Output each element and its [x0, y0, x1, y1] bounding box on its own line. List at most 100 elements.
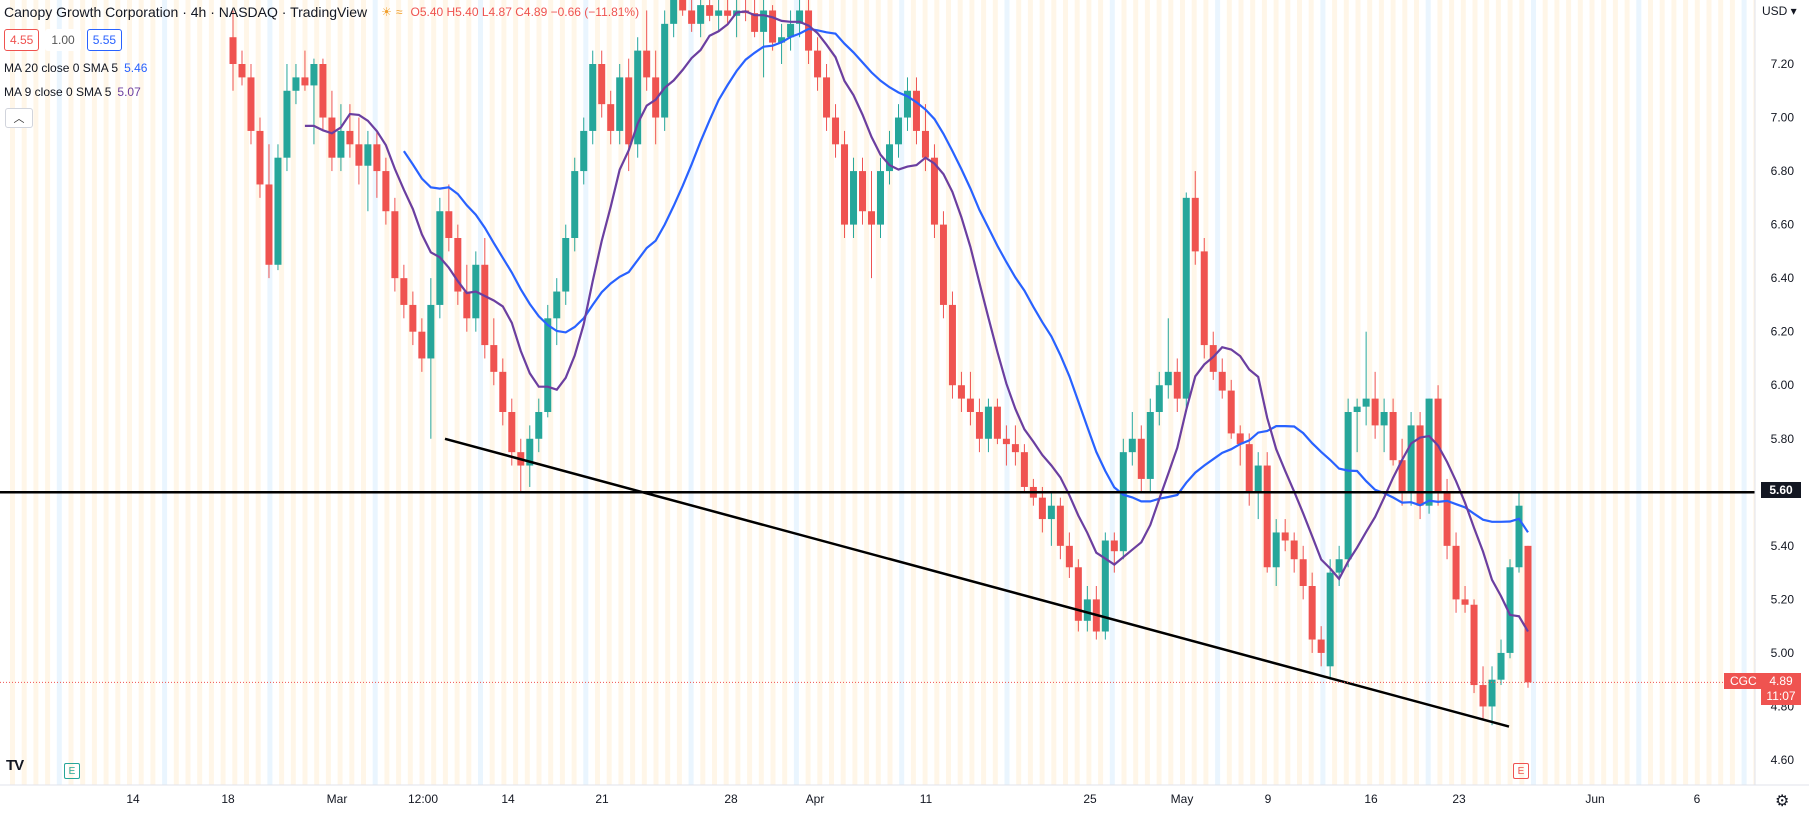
x-tick-label: 23 [1452, 792, 1466, 806]
candle-body [454, 238, 462, 292]
indicator-label: MA 20 close 0 SMA 5 [4, 61, 119, 75]
candle-body [1488, 679, 1496, 707]
candle-body [382, 171, 390, 212]
level-price-badge: 5.60 [1761, 482, 1801, 498]
candle-body [1110, 540, 1118, 552]
candle-body [1416, 425, 1424, 506]
candle-body [265, 184, 273, 265]
trade-buttons: 4.55 1.00 5.55 [4, 29, 123, 51]
session-band [80, 0, 86, 785]
settings-gear-icon[interactable]: ⚙ [1775, 793, 1790, 810]
candle-body [634, 50, 642, 145]
last-price-badge: 4.89 11:07 [1761, 673, 1801, 705]
candle-body [1254, 465, 1262, 493]
session-band [290, 0, 296, 785]
candle-body [427, 304, 435, 359]
session-band [1542, 0, 1548, 785]
session-band [981, 0, 987, 785]
earnings-marker-left[interactable]: E [64, 763, 80, 779]
moving-averages [304, 10, 1529, 633]
session-band [267, 0, 273, 785]
session-band [1484, 0, 1490, 785]
session-band [1659, 0, 1665, 785]
session-band [91, 0, 97, 785]
candle-body [1443, 492, 1451, 546]
session-band [314, 0, 320, 785]
candle-body [751, 13, 759, 32]
indicator-value: 5.07 [117, 85, 141, 99]
approx-icon: ≈ [395, 5, 403, 19]
session-band [1144, 0, 1150, 785]
candle-body [1218, 371, 1226, 391]
session-band [969, 0, 975, 785]
candle-body [1173, 371, 1181, 399]
chart-title: Canopy Growth Corporation · 4h · NASDAQ … [4, 4, 368, 20]
session-band [1624, 0, 1630, 785]
candle-body [868, 211, 876, 225]
session-band [805, 0, 811, 785]
session-band [1051, 0, 1057, 785]
indicator-ma20[interactable]: MA 20 close 0 SMA 5 5.46 [4, 61, 147, 75]
session-band [197, 0, 203, 785]
session-band [1472, 0, 1478, 785]
candle-body [256, 130, 264, 185]
candle-body [319, 64, 327, 118]
candle-body [769, 10, 777, 43]
candle-body [616, 77, 624, 131]
session-band [1168, 0, 1174, 785]
session-band [1589, 0, 1595, 785]
session-band [337, 0, 343, 785]
candle-body [589, 64, 597, 131]
candle-body [796, 10, 804, 24]
sell-button[interactable]: 4.55 [4, 29, 40, 51]
x-tick-label: 28 [724, 792, 738, 806]
session-band [302, 0, 308, 785]
session-band [1133, 0, 1139, 785]
candle-body [508, 412, 516, 453]
session-band [1648, 0, 1653, 785]
session-band [1086, 0, 1092, 785]
session-band [1285, 0, 1291, 785]
candle-body [939, 224, 947, 305]
candle-body [1344, 412, 1352, 560]
candle-body [1452, 545, 1460, 600]
candle-body [247, 77, 255, 131]
session-band [1601, 0, 1607, 785]
earnings-marker-right[interactable]: E [1513, 763, 1529, 779]
indicator-label: MA 9 close 0 SMA 5 [4, 85, 112, 99]
indicator-ma9[interactable]: MA 9 close 0 SMA 5 5.07 [4, 85, 141, 99]
candle-body [1506, 567, 1514, 653]
session-band [559, 0, 565, 785]
currency-selector[interactable]: USD ▾ [1762, 4, 1797, 18]
session-band [127, 0, 132, 785]
session-band [1332, 0, 1338, 785]
candle-body [688, 10, 696, 24]
session-band [595, 0, 600, 785]
session-band [665, 0, 671, 785]
candle-body [885, 144, 893, 172]
candle-body [670, 0, 678, 24]
session-band [1519, 0, 1525, 785]
session-band [173, 0, 179, 785]
session-band [1683, 0, 1689, 785]
session-band [244, 0, 249, 785]
candle-body [957, 385, 965, 399]
candle-body [310, 64, 318, 86]
tradingview-logo-icon[interactable]: TV [6, 757, 24, 774]
candle-body [571, 171, 579, 238]
bar-countdown: 11:07 [1766, 689, 1796, 703]
sun-icon: ☀ [381, 5, 392, 19]
candle-body [1398, 460, 1406, 493]
session-band [700, 0, 706, 785]
trend-line [444, 437, 1510, 728]
candle-body [778, 37, 786, 43]
candle-body [544, 318, 552, 412]
session-band [513, 0, 519, 785]
x-tick-label: Mar [327, 792, 348, 806]
buy-button[interactable]: 5.55 [86, 29, 123, 51]
quantity-value[interactable]: 1.00 [45, 29, 81, 51]
collapse-legend-button[interactable]: ︿ [5, 108, 33, 128]
candle-body [787, 23, 795, 38]
y-tick-label: 4.60 [1771, 753, 1795, 767]
